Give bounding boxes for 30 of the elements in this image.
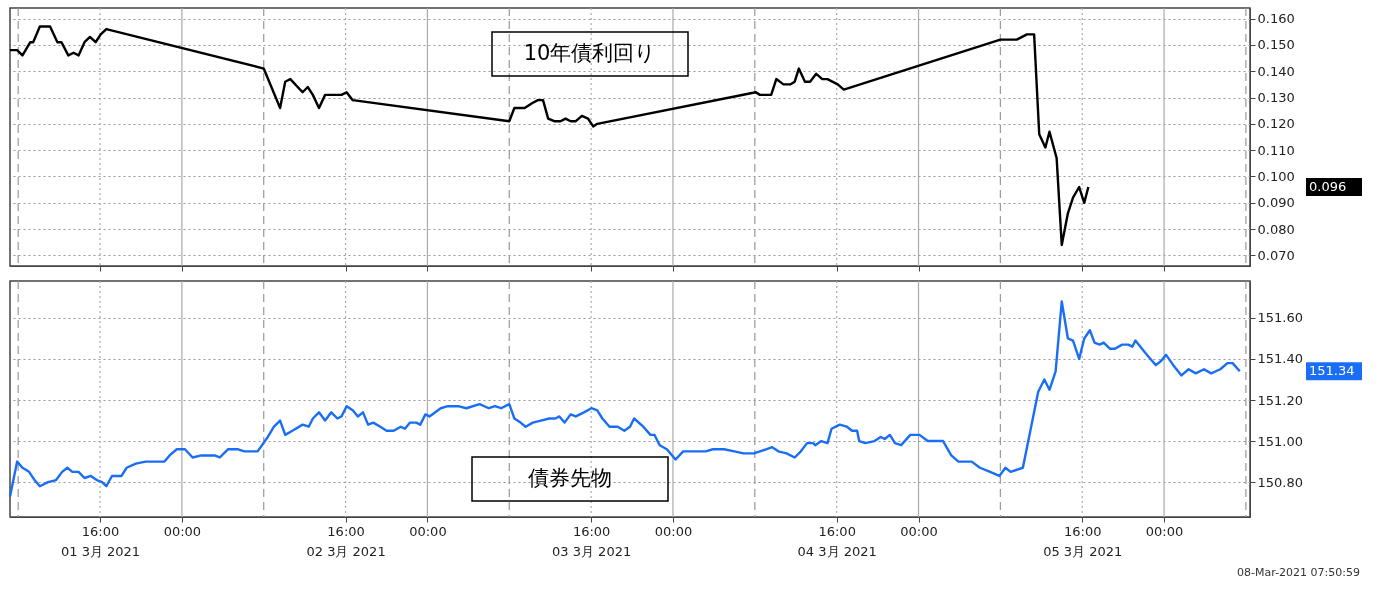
x-tick-label: 16:00 03 3月 2021 bbox=[552, 523, 632, 559]
text: 10年債利回り bbox=[523, 41, 657, 65]
y-tick-label: 0.090 bbox=[1257, 195, 1295, 211]
y-tick-label: 0.100 bbox=[1257, 168, 1295, 184]
x-tick-label: 00:00 bbox=[409, 523, 447, 539]
x-tick-label: 00:00 bbox=[163, 523, 202, 539]
y-tick-label: 151.60 bbox=[1257, 310, 1303, 326]
x-tick-label: 00:00 bbox=[900, 523, 938, 539]
y-tick-label: 151.40 bbox=[1257, 351, 1303, 367]
y-tick-label: 151.20 bbox=[1257, 392, 1303, 408]
x-tick-label: 16:00 05 3月 2021 bbox=[1043, 523, 1123, 559]
text: 151.34 bbox=[1309, 363, 1355, 379]
y-tick-label: 0.140 bbox=[1257, 63, 1295, 79]
text: 債券先物 bbox=[528, 466, 612, 490]
y-tick-label: 151.00 bbox=[1257, 433, 1303, 449]
y-tick-label: 0.070 bbox=[1257, 247, 1295, 263]
y-tick-label: 0.120 bbox=[1257, 116, 1295, 132]
x-tick-label: 16:00 02 3月 2021 bbox=[306, 523, 386, 559]
y-tick-label: 0.150 bbox=[1257, 37, 1295, 53]
x-tick-label: 16:00 01 3月 2021 bbox=[60, 523, 141, 559]
x-tick-label: 00:00 bbox=[1145, 523, 1184, 539]
y-tick-label: 150.80 bbox=[1257, 474, 1303, 490]
y-tick-label: 0.110 bbox=[1257, 142, 1295, 158]
text: 0.096 bbox=[1309, 179, 1347, 195]
y-tick-label: 0.160 bbox=[1257, 11, 1295, 27]
text: 08-Mar-2021 07:50:59 bbox=[1237, 566, 1360, 579]
y-tick-label: 0.080 bbox=[1257, 221, 1295, 237]
x-tick-label: 16:00 04 3月 2021 bbox=[797, 523, 877, 559]
y-tick-label: 0.130 bbox=[1257, 90, 1295, 106]
x-tick-label: 00:00 bbox=[654, 523, 693, 539]
